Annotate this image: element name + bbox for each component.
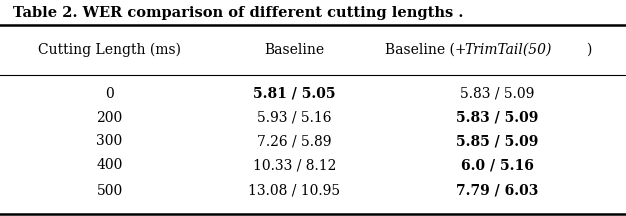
Text: Baseline (+: Baseline (+	[385, 43, 466, 57]
Text: 0: 0	[105, 87, 114, 101]
Text: 5.83 / 5.09: 5.83 / 5.09	[456, 111, 539, 125]
Text: 5.93 / 5.16: 5.93 / 5.16	[257, 111, 332, 125]
Text: TrimTail(50): TrimTail(50)	[464, 43, 552, 57]
Text: ): )	[587, 43, 592, 57]
Text: 5.85 / 5.09: 5.85 / 5.09	[456, 135, 539, 148]
Text: 7.79 / 6.03: 7.79 / 6.03	[456, 184, 539, 197]
Text: 5.83 / 5.09: 5.83 / 5.09	[461, 87, 535, 101]
Text: 7.26 / 5.89: 7.26 / 5.89	[257, 135, 332, 148]
Text: Cutting Length (ms): Cutting Length (ms)	[38, 43, 181, 57]
Text: 400: 400	[96, 158, 123, 172]
Text: 500: 500	[96, 184, 123, 197]
Text: 5.81 / 5.05: 5.81 / 5.05	[253, 87, 336, 101]
Text: 300: 300	[96, 135, 123, 148]
Text: 6.0 / 5.16: 6.0 / 5.16	[461, 158, 534, 172]
Text: 10.33 / 8.12: 10.33 / 8.12	[252, 158, 336, 172]
Text: Table 2. WER comparison of different cutting lengths .: Table 2. WER comparison of different cut…	[13, 6, 463, 21]
Text: Baseline: Baseline	[264, 43, 324, 57]
Text: 200: 200	[96, 111, 123, 125]
Text: 13.08 / 10.95: 13.08 / 10.95	[248, 184, 341, 197]
